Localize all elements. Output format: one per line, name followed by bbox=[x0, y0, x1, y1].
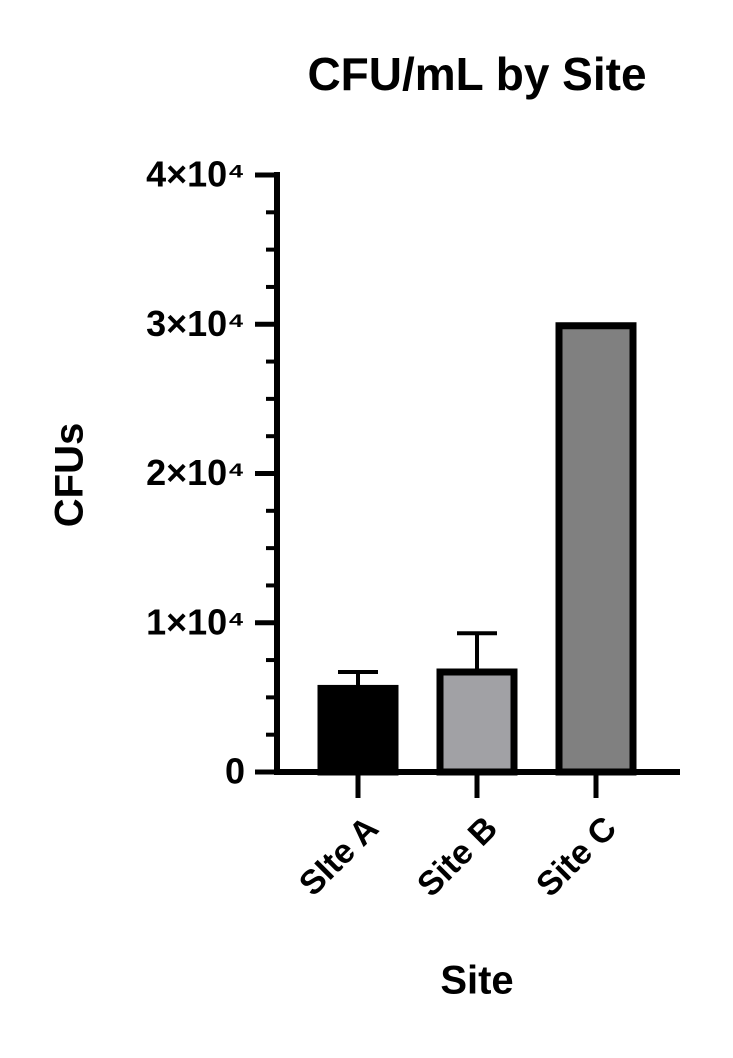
x-tick-label: SIte A bbox=[292, 809, 386, 903]
y-tick-label: 4×10⁴ bbox=[146, 154, 245, 195]
x-tick-label: Site B bbox=[410, 809, 505, 904]
bar bbox=[555, 322, 637, 776]
bar bbox=[436, 668, 518, 776]
y-tick-label: 3×10⁴ bbox=[146, 303, 245, 344]
y-tick-label: 0 bbox=[225, 751, 245, 792]
bar bbox=[317, 684, 399, 776]
y-tick-label: 2×10⁴ bbox=[146, 452, 245, 493]
x-axis-label: Site bbox=[440, 959, 513, 1003]
chart-title: CFU/mL by Site bbox=[307, 48, 646, 100]
y-tick-label: 1×10⁴ bbox=[146, 601, 245, 642]
x-tick-label: Site C bbox=[529, 809, 624, 904]
y-axis-label: CFUs bbox=[48, 423, 92, 527]
